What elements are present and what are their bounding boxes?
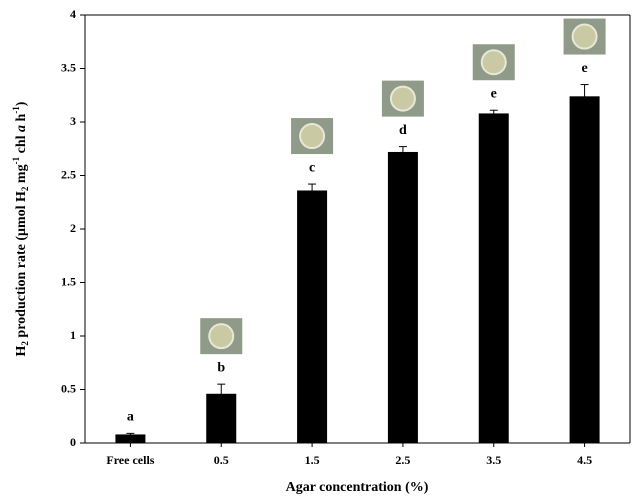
y-title-part: a <box>14 125 29 132</box>
y-tick-label: 3 <box>70 114 76 128</box>
photo <box>564 19 606 55</box>
x-tick-label: 4.5 <box>577 453 592 467</box>
y-axis-title: H2 production rate (μmol H2 mg-1 chl a h… <box>11 101 30 356</box>
y-tick-label: 1.5 <box>61 274 76 288</box>
x-axis-title: Agar concentration (%) <box>286 480 429 495</box>
x-tick-label: 1.5 <box>305 453 320 467</box>
bar <box>115 434 145 443</box>
significance-letter: d <box>399 123 407 138</box>
y-tick-label: 4 <box>70 7 76 21</box>
photo-bead <box>482 50 506 74</box>
photo-bead <box>391 87 415 111</box>
bar <box>388 152 418 443</box>
significance-letter: c <box>309 160 315 175</box>
x-tick-label: 2.5 <box>395 453 410 467</box>
photo <box>382 81 424 117</box>
bar <box>570 96 600 443</box>
photo-bead <box>209 324 233 348</box>
y-tick-label: 0.5 <box>61 381 76 395</box>
y-tick-label: 2.5 <box>61 167 76 181</box>
photo <box>291 118 333 154</box>
chart: Agar concentration (%) H2 production rat… <box>0 0 638 499</box>
significance-letter: a <box>127 410 134 425</box>
x-tick-label: 0.5 <box>214 453 229 467</box>
photo <box>200 318 242 354</box>
y-title-part: h <box>14 114 29 126</box>
significance-letter: e <box>491 86 497 101</box>
photo <box>473 44 515 80</box>
bar <box>297 190 327 443</box>
y-title-part: H <box>14 345 29 356</box>
y-tick-label: 3.5 <box>61 60 76 74</box>
photo-bead <box>300 124 324 148</box>
significance-letter: b <box>217 360 225 375</box>
y-title-part: production rate (μmol H <box>14 191 29 341</box>
y-title-part: chl <box>14 132 29 157</box>
y-title-part: mg <box>14 164 29 186</box>
bar <box>479 113 509 443</box>
x-tick-label: 3.5 <box>486 453 501 467</box>
y-title-part: ) <box>14 101 29 106</box>
y-tick-label: 2 <box>70 221 76 235</box>
y-tick-label: 0 <box>70 435 76 449</box>
significance-letter: e <box>581 61 587 76</box>
x-tick-label: Free cells <box>106 453 154 467</box>
photo-bead <box>573 25 597 49</box>
y-tick-label: 1 <box>70 328 76 342</box>
